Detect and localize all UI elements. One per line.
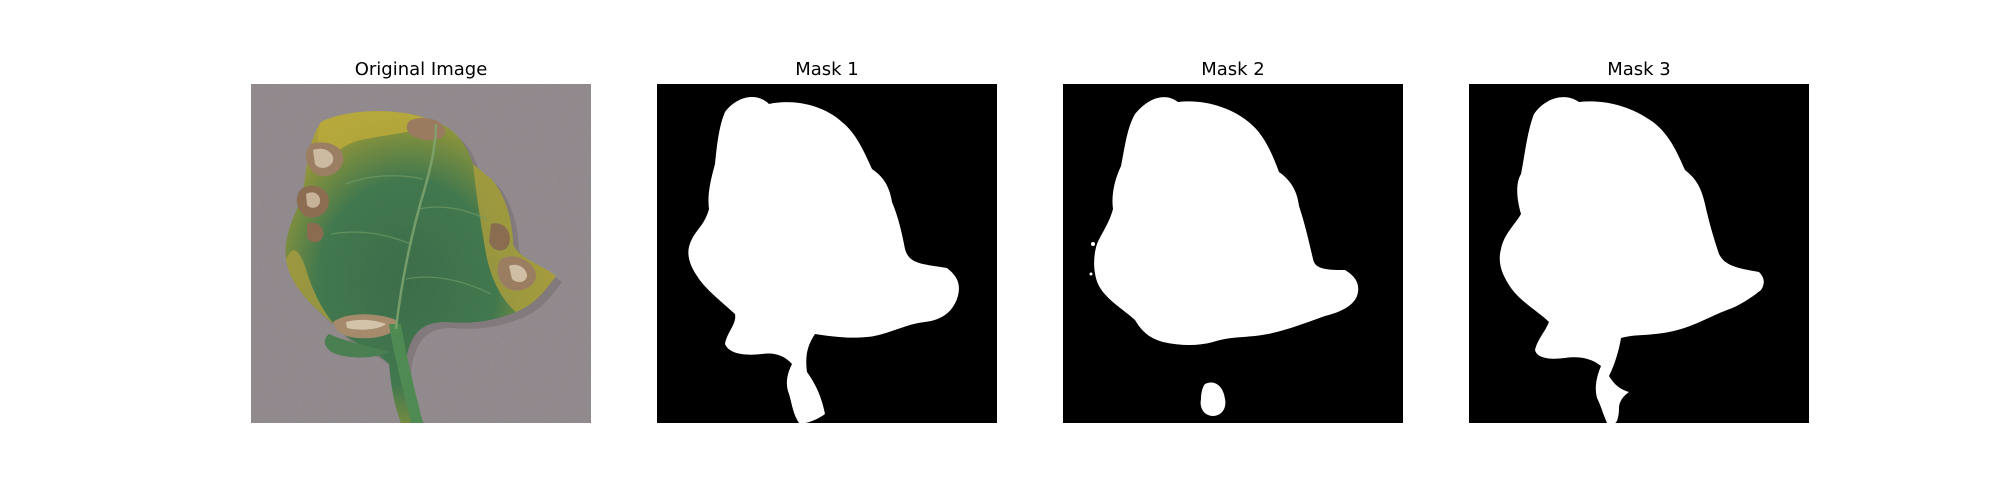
leaf-vein-2 [418,206,487,220]
mask-2-speck-1 [1334,275,1352,293]
lesion-curl-center [346,319,386,330]
leaf-lower-lobe [324,334,389,358]
lesion-2-center [306,192,321,208]
mask-3-shape [1499,97,1764,423]
mask-1-title: Mask 1 [795,59,859,80]
mask-2-shape [1094,97,1359,345]
original-leaf-photo [251,84,591,423]
mask-2-stem-blob [1200,382,1226,416]
mask-2-image [1063,84,1403,423]
mask-2-speck-3 [1089,272,1093,276]
mask-1-shape [688,97,959,423]
leaf-stem [389,324,423,423]
lesion-5 [489,223,510,251]
leaf-yellow-left [286,250,336,326]
mask-3-title: Mask 3 [1607,59,1671,80]
mask-1-image [657,84,997,423]
mask-2-speck-2 [1091,242,1095,246]
mask-2-title: Mask 2 [1201,59,1265,80]
leaf-vein-1 [330,231,412,245]
original-image-title: Original Image [354,59,488,80]
lesion-3 [307,222,324,243]
lesion-1-center [313,148,334,168]
leaf-vein-3 [405,276,492,295]
mask-3-image [1469,84,1809,423]
leaf-yellow-top [317,111,436,169]
leaf-midrib [394,123,438,330]
lesion-6-center [509,264,527,283]
leaf-vein-4 [345,175,424,185]
